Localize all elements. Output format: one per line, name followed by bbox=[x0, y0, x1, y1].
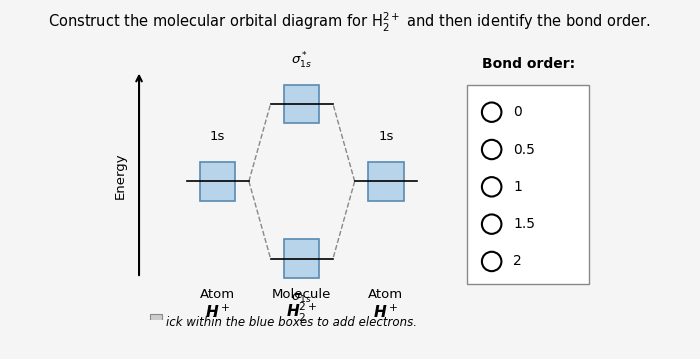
Text: Molecule: Molecule bbox=[272, 288, 332, 301]
Bar bbox=[284, 239, 319, 278]
Text: 0: 0 bbox=[513, 105, 522, 119]
Text: ick within the blue boxes to add electrons.: ick within the blue boxes to add electro… bbox=[166, 316, 416, 329]
Bar bbox=[368, 162, 403, 201]
Text: Atom: Atom bbox=[200, 288, 235, 301]
Text: Atom: Atom bbox=[368, 288, 403, 301]
Text: Energy: Energy bbox=[113, 153, 127, 199]
Text: H$_2^{2+}$: H$_2^{2+}$ bbox=[286, 301, 318, 324]
Bar bbox=[200, 162, 235, 201]
Text: 0.5: 0.5 bbox=[513, 143, 536, 157]
Text: 2: 2 bbox=[513, 255, 522, 269]
Text: 1s: 1s bbox=[378, 130, 393, 143]
Text: $\sigma_{1s}$: $\sigma_{1s}$ bbox=[291, 292, 312, 305]
Bar bbox=[284, 85, 319, 123]
Text: 1.5: 1.5 bbox=[513, 217, 536, 231]
Text: 1: 1 bbox=[513, 180, 522, 194]
Text: $\sigma^*_{1s}$: $\sigma^*_{1s}$ bbox=[291, 51, 312, 71]
Bar bbox=[468, 85, 589, 284]
Bar bbox=[150, 314, 162, 329]
Text: 1s: 1s bbox=[210, 130, 225, 143]
Text: Bond order:: Bond order: bbox=[482, 57, 575, 71]
Text: Construct the molecular orbital diagram for $\mathregular{H_2^{2+}}$ and then id: Construct the molecular orbital diagram … bbox=[48, 11, 652, 34]
Text: H$^+$: H$^+$ bbox=[205, 304, 230, 321]
Text: H$^+$: H$^+$ bbox=[374, 304, 398, 321]
